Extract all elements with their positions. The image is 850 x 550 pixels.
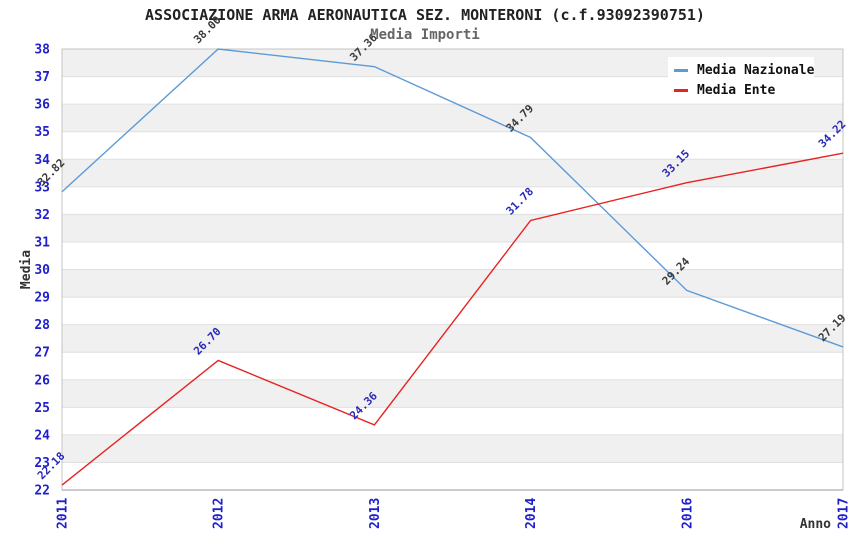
chart-title: ASSOCIAZIONE ARMA AERONAUTICA SEZ. MONTE… [145,6,705,24]
x-tick-label: 2014 [524,498,539,529]
y-tick-label: 32 [34,208,50,223]
y-tick-label: 24 [34,428,50,443]
y-tick-label: 33 [34,180,50,195]
band [62,131,843,160]
y-tick-label: 37 [34,70,50,85]
band [62,104,843,132]
legend-swatch-media-ente [674,88,688,92]
x-tick-label: 2017 [837,498,850,529]
band [62,159,843,187]
x-axis-title: Anno [800,517,831,532]
band [62,462,843,490]
band [62,269,843,298]
y-tick-label: 26 [34,373,50,388]
plot-bands [62,49,843,490]
y-tick-label: 31 [34,235,50,250]
y-tick-label: 38 [34,43,50,58]
y-tick-label: 27 [34,346,50,361]
chart-subtitle: Media Importi [370,27,480,43]
y-tick-label: 28 [34,318,50,333]
legend-label-media-nazionale: Media Nazionale [697,62,815,78]
series-line-media-nazionale [61,48,844,348]
x-tick-label: 2013 [368,498,383,529]
band [62,186,843,215]
band [62,352,843,380]
legend-label-media-ente: Media Ente [697,82,776,98]
band [62,324,843,353]
band [62,297,843,325]
y-tick-label: 29 [34,291,50,306]
x-tick-label: 2012 [212,498,227,529]
legend-item-media-nazionale: Media Nazionale [674,60,814,80]
point-label: 38.00 [191,14,224,47]
y-tick-label: 23 [34,456,50,471]
legend-item-media-ente: Media Ente [674,80,814,100]
legend: Media Nazionale Media Ente [668,57,814,103]
band [62,434,843,463]
band [62,214,843,242]
y-tick-label: 30 [34,263,50,278]
y-tick-label: 35 [34,125,50,140]
x-tick-label: 2011 [56,498,71,529]
y-tick-label: 25 [34,401,50,416]
series-line-media-ente [61,152,844,486]
y-tick-label: 22 [34,484,50,499]
x-tick-labels: 2011 2012 2013 2014 2016 2017 [56,498,850,529]
x-tick-label: 2016 [680,498,695,529]
y-tick-label: 34 [34,153,50,168]
legend-swatch-media-nazionale [674,68,688,72]
band [62,379,843,408]
band [62,241,843,270]
band [62,407,843,435]
y-axis-title: Media [19,250,34,289]
y-tick-labels: 22 23 24 25 26 27 28 29 30 31 32 33 34 35 36 37 38 [34,43,50,499]
y-tick-label: 36 [34,98,50,113]
